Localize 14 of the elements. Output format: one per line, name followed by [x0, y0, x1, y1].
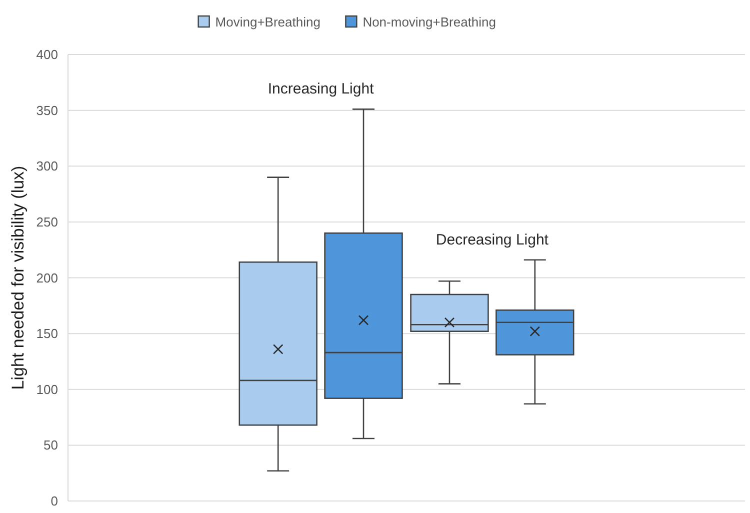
y-tick-label: 300 [36, 158, 58, 174]
y-tick-label: 250 [36, 214, 58, 230]
legend-label: Moving+Breathing [215, 14, 320, 30]
y-tick-label: 50 [44, 438, 58, 453]
y-axis-title: Light needed for visibility (lux) [8, 166, 28, 390]
y-tick-label: 0 [50, 494, 58, 508]
y-tick-label: 100 [36, 382, 58, 397]
y-tick-label: 350 [36, 102, 58, 118]
y-tick-label: 400 [36, 47, 58, 62]
y-tick-label: 150 [36, 326, 58, 342]
x-tick-label: Increasing Light [268, 80, 375, 98]
y-tick-label: 200 [36, 270, 58, 286]
legend-label: Non-moving+Breathing [362, 14, 496, 30]
x-tick-label: Decreasing Light [436, 231, 550, 248]
